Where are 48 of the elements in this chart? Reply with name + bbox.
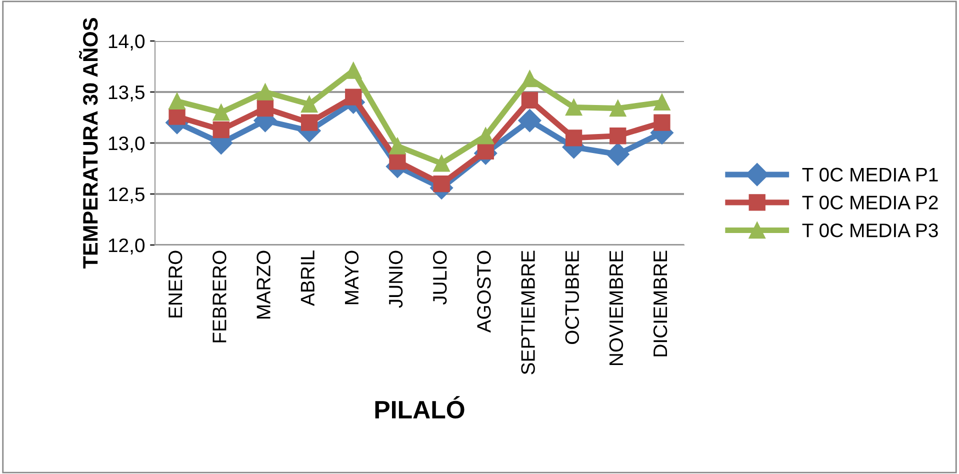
x-tick-label: AGOSTO [477,250,491,333]
point [345,62,362,79]
point [521,92,538,108]
point [389,138,406,154]
point [389,153,406,170]
point [300,114,318,131]
x-tick-label: JUNIO [388,250,403,308]
point [168,92,186,110]
y-tick-label: 12,0 [108,238,145,255]
x-tick-label: SEPTIEMBRE [521,250,535,374]
point [518,109,542,132]
legend-label: T 0C MEDIA P2 [802,196,938,210]
point [654,114,670,131]
point [565,130,582,146]
point [610,128,626,144]
x-tick-label: ABRIL [300,250,314,306]
point [212,121,230,138]
y-tick-label: 13,5 [108,85,144,102]
point [606,142,630,166]
x-tick-label: FEBRERO [212,250,226,342]
x-tick-label: DICIEMBRE [653,250,668,356]
point [168,108,186,125]
x-tick-label: JULIO [432,250,447,305]
point [256,100,274,117]
point [433,175,450,192]
x-tick-label: MARZO [256,250,270,318]
y-tick-label: 12,5 [108,187,144,204]
point [345,88,362,106]
point [256,84,274,100]
x-axis-title: PILALÓ [375,396,464,419]
x-tick-label: NOVIEMBRE [609,250,624,365]
point [477,142,494,160]
x-tick-label: OCTUBRE [565,250,580,344]
point [477,128,494,144]
point [654,94,670,111]
point [433,155,450,172]
point [565,98,582,116]
y-tick-label: 13,0 [108,136,145,153]
x-tick-label: MAYO [344,250,359,304]
legend-label: T 0C MEDIA P3 [802,224,938,238]
point [212,104,230,121]
legend-label: T 0C MEDIA P1 [802,168,938,182]
y-tick-label: 14,0 [108,34,145,51]
point [300,96,318,113]
x-tick-label: ENERO [168,250,182,318]
point [521,70,538,88]
point [610,100,626,117]
y-axis-title: TEMPERATURA 30 AÑOS [79,18,98,269]
